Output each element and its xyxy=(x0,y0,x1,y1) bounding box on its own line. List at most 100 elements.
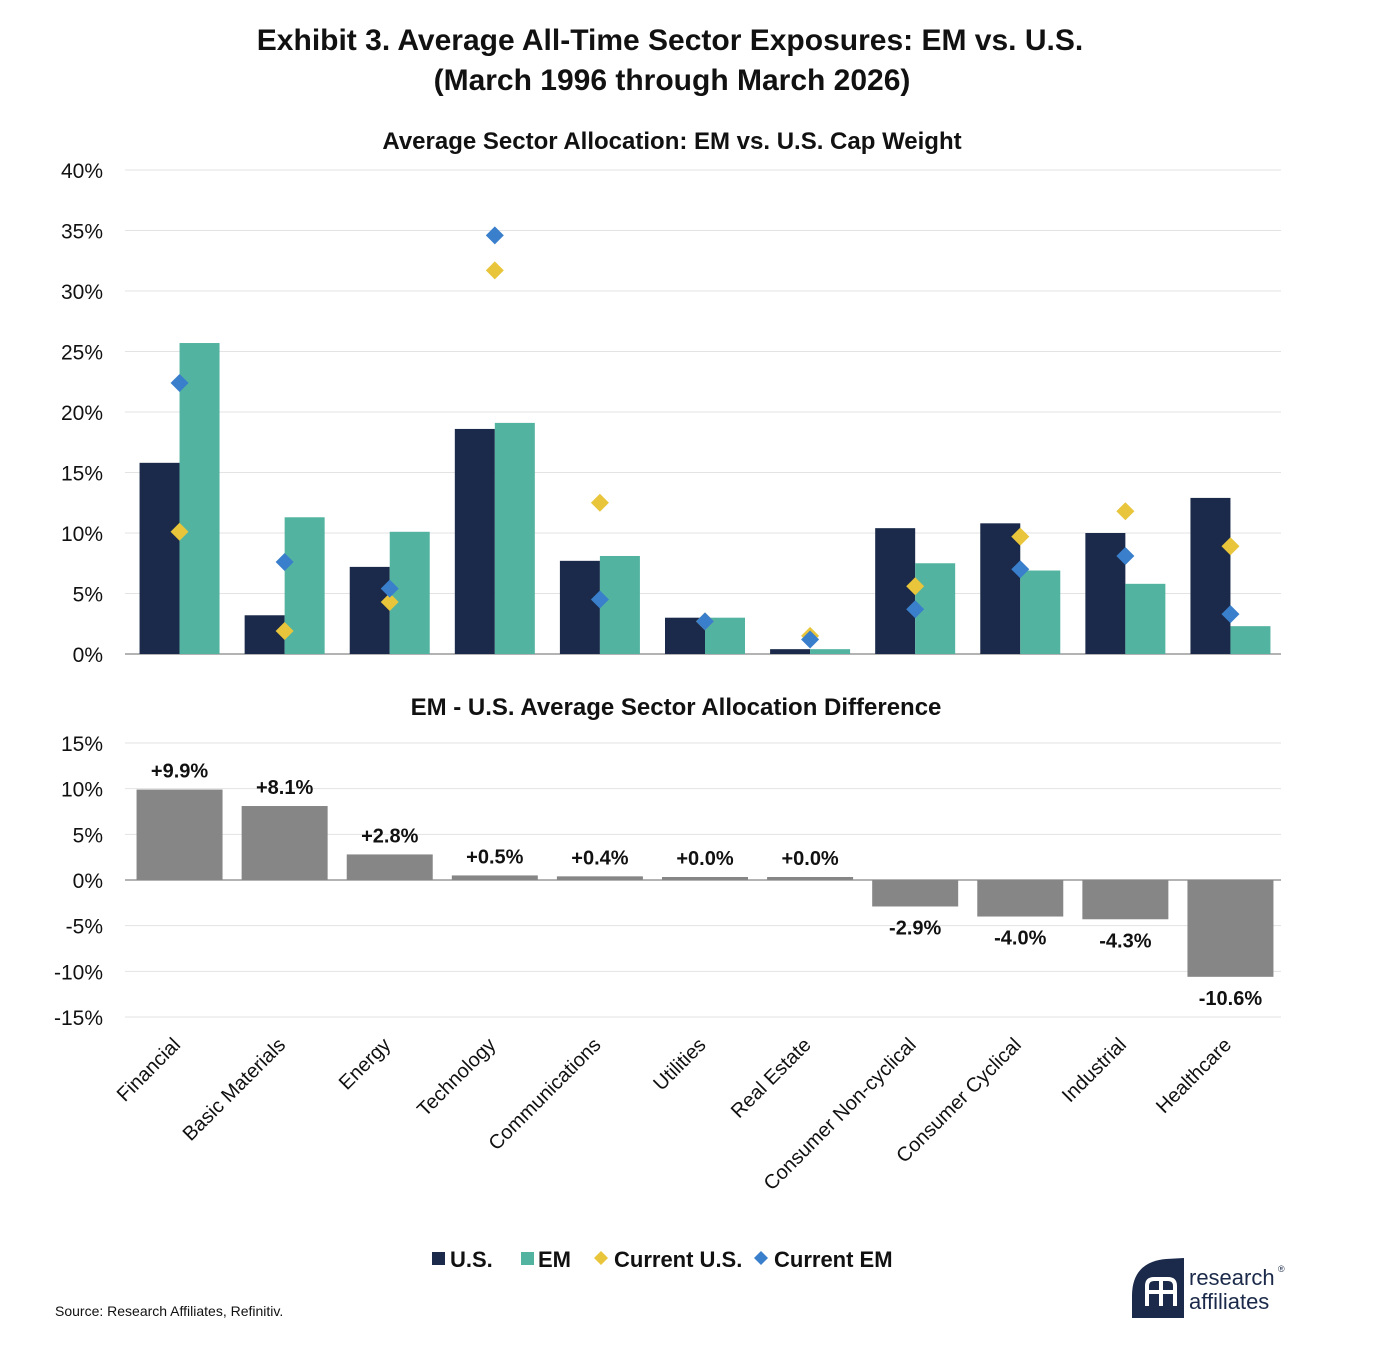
difference-label-industrial: -4.3% xyxy=(1099,930,1151,952)
us-bar-basic-materials xyxy=(244,615,285,654)
bottom-panel-y-axis: 15% 10% 5% 0% -5% -10% -15% xyxy=(54,733,103,1030)
legend-label-current-em: Current EM xyxy=(774,1247,893,1272)
current-us-marker-basic-materials xyxy=(275,622,294,641)
em-bar-industrial xyxy=(1125,583,1166,654)
category-label-healthcare: Healthcare xyxy=(1152,1034,1236,1118)
us-bar-communications xyxy=(559,560,600,654)
difference-bar-financial xyxy=(136,789,223,880)
difference-bar-communications xyxy=(556,876,643,880)
em-bar-technology xyxy=(494,422,535,654)
category-label-financial: Financial xyxy=(113,1034,185,1106)
top-y-tick-label: 30% xyxy=(61,281,103,304)
top-y-tick-label: 20% xyxy=(61,402,103,425)
difference-bar-consumer-non-cyclical xyxy=(872,880,959,907)
current-em-marker-consumer-non-cyclical xyxy=(906,600,925,619)
em-bar-utilities xyxy=(705,617,745,654)
legend-swatch-current-em xyxy=(754,1251,768,1265)
difference-label-utilities: +0.0% xyxy=(676,848,733,870)
difference-label-real-estate: +0.0% xyxy=(781,848,838,870)
current-us-marker-consumer-non-cyclical xyxy=(906,577,925,596)
source-note: Source: Research Affiliates, Refinitiv. xyxy=(55,1303,283,1319)
us-bar-industrial xyxy=(1085,533,1126,654)
current-us-marker-industrial xyxy=(1116,502,1135,521)
current-em-marker-basic-materials xyxy=(275,553,294,572)
difference-bar-industrial xyxy=(1082,880,1169,920)
em-bar-communications xyxy=(599,555,640,654)
difference-bar-technology xyxy=(451,875,538,880)
difference-label-basic-materials: +8.1% xyxy=(256,777,313,799)
top-y-tick-label: 0% xyxy=(73,644,103,667)
top-panel-y-axis: 0% 5% 10% 15% 20% 25% 30% 35% 40% xyxy=(61,160,103,667)
legend-label-us: U.S. xyxy=(450,1247,493,1272)
chart-title-line2: (March 1996 through March 2026) xyxy=(434,64,911,97)
difference-label-financial: +9.9% xyxy=(151,761,208,783)
top-panel-bars xyxy=(139,343,1271,654)
legend-label-current-us: Current U.S. xyxy=(614,1247,742,1272)
difference-label-consumer-non-cyclical: -2.9% xyxy=(889,917,941,939)
top-y-tick-label: 5% xyxy=(73,584,103,607)
current-em-marker-financial xyxy=(170,373,189,392)
bottom-y-tick-label: -5% xyxy=(66,916,103,939)
top-y-tick-label: 35% xyxy=(61,221,103,244)
top-panel-markers xyxy=(170,226,1240,649)
category-label-real-estate: Real Estate xyxy=(727,1034,816,1123)
us-bar-energy xyxy=(349,566,390,654)
bottom-y-tick-label: -15% xyxy=(54,1007,103,1030)
em-bar-healthcare xyxy=(1230,626,1271,654)
difference-bar-healthcare xyxy=(1187,880,1274,977)
current-em-marker-real-estate xyxy=(801,630,820,649)
current-us-marker-consumer-cyclical xyxy=(1011,527,1030,546)
current-us-marker-technology xyxy=(485,261,504,280)
difference-bar-utilities xyxy=(662,877,748,880)
current-em-marker-consumer-cyclical xyxy=(1011,560,1030,579)
legend-swatch-us xyxy=(432,1252,445,1265)
bottom-panel-bars xyxy=(136,789,1274,977)
us-bar-utilities xyxy=(665,617,705,654)
top-y-tick-label: 40% xyxy=(61,160,103,183)
top-y-tick-label: 15% xyxy=(61,463,103,486)
current-us-marker-financial xyxy=(170,522,189,541)
difference-label-technology: +0.5% xyxy=(466,846,523,868)
bottom-panel-title: EM - U.S. Average Sector Allocation Diff… xyxy=(411,694,942,721)
bottom-y-tick-label: 0% xyxy=(73,870,103,893)
difference-label-healthcare: -10.6% xyxy=(1199,988,1263,1010)
top-panel-title: Average Sector Allocation: EM vs. U.S. C… xyxy=(382,128,961,155)
logo-text-line1: research xyxy=(1189,1265,1275,1290)
current-us-marker-communications xyxy=(590,493,609,512)
current-em-marker-utilities xyxy=(696,612,714,631)
logo-text-line2: affiliates xyxy=(1189,1289,1269,1314)
bottom-y-tick-label: -10% xyxy=(54,961,103,984)
legend-label-em: EM xyxy=(538,1247,571,1272)
current-us-marker-healthcare xyxy=(1221,537,1240,556)
category-label-industrial: Industrial xyxy=(1058,1034,1131,1107)
difference-bar-basic-materials xyxy=(241,806,328,880)
difference-label-energy: +2.8% xyxy=(361,825,418,847)
top-y-tick-label: 25% xyxy=(61,342,103,365)
logo-mark-glyph xyxy=(1145,1277,1177,1306)
top-y-tick-label: 10% xyxy=(61,523,103,546)
chart-title-line1: Exhibit 3. Average All-Time Sector Expos… xyxy=(257,24,1083,57)
category-label-basic-materials: Basic Materials xyxy=(179,1034,290,1145)
us-bar-financial xyxy=(139,462,180,654)
current-us-marker-energy xyxy=(380,592,399,611)
difference-bar-consumer-cyclical xyxy=(977,880,1064,917)
current-em-marker-industrial xyxy=(1116,546,1135,565)
difference-bar-energy xyxy=(346,854,433,880)
bottom-y-tick-label: 10% xyxy=(61,779,103,802)
category-label-communications: Communications xyxy=(485,1034,606,1155)
us-bar-real-estate xyxy=(770,649,811,654)
category-label-energy: Energy xyxy=(335,1034,395,1094)
difference-label-consumer-cyclical: -4.0% xyxy=(994,928,1046,950)
bottom-y-tick-label: 5% xyxy=(73,824,103,847)
current-em-marker-technology xyxy=(485,226,504,245)
em-bar-consumer-cyclical xyxy=(1020,570,1061,654)
category-label-utilities: Utilities xyxy=(649,1034,710,1095)
us-bar-healthcare xyxy=(1190,497,1231,654)
difference-label-communications: +0.4% xyxy=(571,847,628,869)
legend-swatch-em xyxy=(521,1252,534,1265)
current-em-marker-healthcare xyxy=(1221,605,1240,624)
logo-registered-mark: ® xyxy=(1278,1264,1285,1274)
bottom-y-tick-label: 15% xyxy=(61,733,103,756)
us-bar-consumer-cyclical xyxy=(980,523,1021,654)
